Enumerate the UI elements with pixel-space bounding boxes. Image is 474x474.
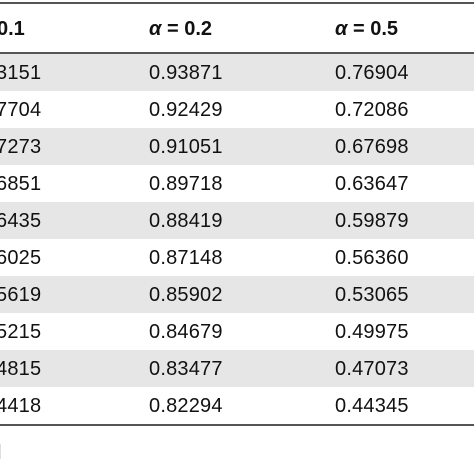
table-cell: 6851 [0, 173, 42, 195]
table-cell: 5619 [0, 284, 42, 306]
header-cell-alpha-0-5: α = 0.5 [335, 18, 398, 41]
table-row: 4418 0.82294 0.44345 [0, 387, 474, 424]
table-row: 6025 0.87148 0.56360 [0, 239, 474, 276]
table-row: 5215 0.84679 0.49975 [0, 313, 474, 350]
header-cell-alpha-0-2: α = 0.2 [149, 18, 212, 41]
table-cell: 7273 [0, 136, 42, 158]
table-body: 3151 0.93871 0.76904 7704 0.92429 0.7208… [0, 54, 474, 424]
table-bottom-rule [0, 424, 474, 426]
table-cell: 0.63647 [335, 173, 409, 195]
table-cell: 5215 [0, 321, 42, 343]
header-value: = 0.5 [347, 18, 399, 40]
table-cell: 0.92429 [149, 99, 223, 121]
table-cell: 0.93871 [149, 62, 223, 84]
table-cell: 0.56360 [335, 247, 409, 269]
table-cell: 0.59879 [335, 210, 409, 232]
table-cell: 6025 [0, 247, 42, 269]
table-cell: 0.91051 [149, 136, 223, 158]
table-header-row: 0.1 α = 0.2 α = 0.5 [0, 4, 474, 52]
header-value: = 0.2 [161, 18, 213, 40]
table-cell: 0.72086 [335, 99, 409, 121]
table-row: 3151 0.93871 0.76904 [0, 54, 474, 91]
table-cell: 3151 [0, 62, 42, 84]
table-cell: 0.84679 [149, 321, 223, 343]
table-cell: 0.87148 [149, 247, 223, 269]
table-cell: 0.53065 [335, 284, 409, 306]
table-header-rule [0, 52, 474, 54]
table-row: 6435 0.88419 0.59879 [0, 202, 474, 239]
header-cell-alpha-0-1: 0.1 [0, 18, 25, 41]
header-value: 0.1 [0, 18, 25, 40]
table-footnote: l [0, 442, 2, 465]
table-cell: 0.76904 [335, 62, 409, 84]
table-row: 7273 0.91051 0.67698 [0, 128, 474, 165]
table-row: 7704 0.92429 0.72086 [0, 91, 474, 128]
table-cell: 0.47073 [335, 358, 409, 380]
table-row: 4815 0.83477 0.47073 [0, 350, 474, 387]
alpha-symbol: α [335, 18, 348, 40]
table-cell: 0.83477 [149, 358, 223, 380]
table-cell: 0.88419 [149, 210, 223, 232]
alpha-symbol: α [149, 18, 162, 40]
table-cell: 0.85902 [149, 284, 223, 306]
table-cell: 0.67698 [335, 136, 409, 158]
table-top-rule [0, 2, 474, 4]
table-row: 6851 0.89718 0.63647 [0, 165, 474, 202]
table-row: 5619 0.85902 0.53065 [0, 276, 474, 313]
table-cell: 0.44345 [335, 395, 409, 417]
table-cell: 7704 [0, 99, 42, 121]
table-cell: 6435 [0, 210, 42, 232]
table-cell: 4815 [0, 358, 42, 380]
table-cell: 0.49975 [335, 321, 409, 343]
table-cell: 0.82294 [149, 395, 223, 417]
table-cell: 0.89718 [149, 173, 223, 195]
table-cell: 4418 [0, 395, 42, 417]
